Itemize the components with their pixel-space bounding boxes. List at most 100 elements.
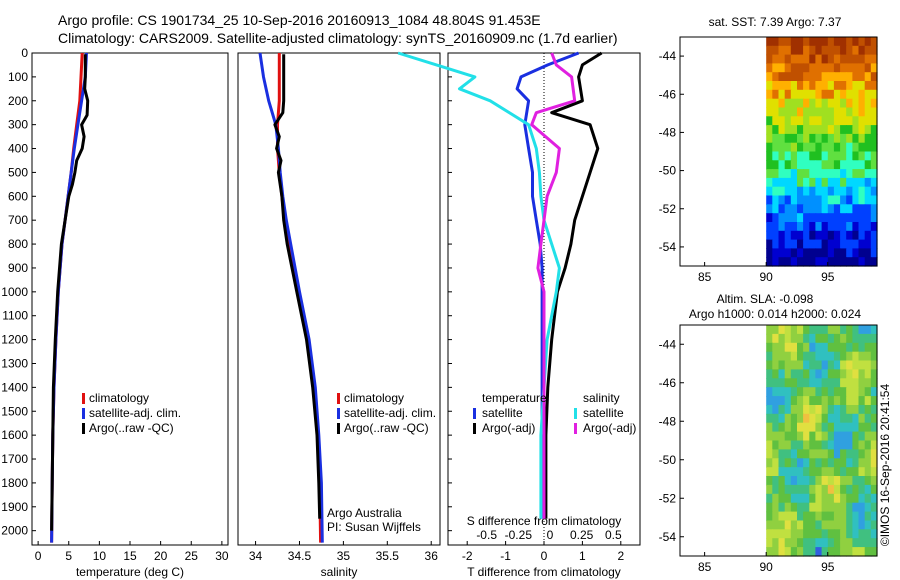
sla-map-cell [778, 547, 786, 557]
sst-map-cell [790, 37, 798, 47]
sst-map-cell [846, 107, 853, 117]
sst-map-cell [797, 186, 804, 197]
sst-map-cell [766, 239, 773, 249]
sst-map-cell [821, 133, 829, 144]
sst-map-cell [766, 248, 773, 258]
sst-map-cell [778, 204, 786, 214]
sst-map-cell [766, 257, 773, 267]
sst-map-cell [815, 98, 823, 109]
sst-map-cell [821, 248, 829, 258]
sla-map-cell [821, 476, 829, 486]
sla-map-cell [797, 502, 804, 513]
sst-map-cell [815, 45, 823, 56]
sla-map-cell [840, 440, 847, 450]
sla-map-cell [852, 422, 860, 433]
sla-map-cell [840, 511, 847, 522]
sla-map-cell [858, 484, 866, 495]
sst-map-cell [833, 177, 841, 188]
sst-map-cell [870, 213, 878, 223]
sla-map-cell [833, 520, 841, 530]
sst-map-cell [766, 63, 773, 73]
sla-map-cell [803, 529, 810, 539]
temperature-legend-label: Argo(..raw -QC) [89, 421, 174, 435]
sla-map-cell [827, 467, 835, 477]
sla-map-cell [870, 449, 878, 459]
differences-xtick-label: 1 [579, 549, 586, 563]
sla-map-cell [766, 422, 773, 433]
sla-map-cell [790, 511, 798, 522]
sst-map-cell [852, 72, 860, 82]
sst-map-cell [803, 186, 810, 197]
sst-map-cell [852, 125, 860, 135]
sst-map-cell [840, 45, 847, 56]
sst-map-cell [870, 72, 878, 82]
sst-map-cell [778, 213, 786, 223]
sst-map-cell [827, 125, 835, 135]
sla-map-cell [840, 538, 847, 548]
sla-map-cell [840, 405, 847, 415]
sla-map-cell [833, 351, 841, 362]
sst-map-cell [821, 63, 829, 73]
sst-map-cell [803, 151, 810, 161]
sst-map-cell [778, 239, 786, 249]
sla-map-cell [864, 351, 872, 362]
sla-map-cell [797, 547, 804, 557]
temperature-legend-label: climatology [89, 391, 149, 405]
sla-map-cell [821, 396, 829, 406]
sst-map-cell [827, 89, 835, 100]
sst-map-cell [852, 257, 860, 267]
sla-map-cell [846, 511, 853, 522]
sst-map-axes-border [679, 36, 878, 267]
sla-map-cell [870, 511, 878, 522]
sla-map-cell [821, 405, 829, 415]
sst-map-cell [815, 125, 823, 135]
sst-map-cell [809, 125, 817, 135]
sst-map-cell [846, 54, 853, 64]
sla-map-cell [852, 342, 860, 353]
sla-map-cell [840, 476, 847, 486]
sla-map-cell [864, 422, 872, 433]
figure-title-line-1: Argo profile: CS 1901734_25 10-Sep-2016 … [58, 12, 541, 28]
sla-map-cell [784, 369, 792, 379]
sla-map-cell [809, 502, 817, 513]
sla-map-cell [772, 325, 780, 335]
sst-map-cell [870, 45, 878, 56]
sla-map-cell [766, 440, 773, 450]
sla-map-cell [772, 458, 780, 468]
sla-map-cell [840, 520, 847, 530]
sst-map-cell [803, 37, 810, 47]
sla-map-cell [852, 476, 860, 486]
sst-map-cell [827, 54, 835, 64]
sla-map-cell [790, 529, 798, 539]
sst-map-cell [858, 63, 866, 73]
sla-map-cell [778, 538, 786, 548]
sst-map-cell [797, 213, 804, 223]
sst-map-cell [778, 98, 786, 109]
sla-map-cell [784, 538, 792, 548]
differences-xtick-label: 2 [617, 549, 624, 563]
differences-s-tick-label: -0.5 [476, 528, 497, 542]
sst-map-cell [778, 186, 786, 197]
sst-map-cell [778, 142, 786, 153]
sla-map-cell [784, 405, 792, 415]
sst-map-cell [846, 177, 853, 188]
sst-map-cell [809, 151, 817, 161]
sla-map-cell [821, 467, 829, 477]
sst-map-cell [778, 248, 786, 258]
sla-map-cell [840, 387, 847, 397]
sla-map-cell [809, 538, 817, 548]
sla-map-cell [809, 351, 817, 362]
sla-map-cell [815, 493, 823, 504]
sst-map-cell [815, 160, 823, 170]
sst-map-cell [803, 177, 810, 188]
temperature-legend-swatch [82, 408, 85, 419]
sst-map-cell [870, 195, 878, 205]
sst-map-cell [803, 72, 810, 82]
sst-map-cell [784, 230, 792, 241]
sst-map-cell [784, 45, 792, 56]
sst-map-cell [864, 222, 872, 232]
sla-map-cell [797, 378, 804, 388]
sla-map-cell [840, 547, 847, 557]
sst-map-cell [833, 81, 841, 91]
